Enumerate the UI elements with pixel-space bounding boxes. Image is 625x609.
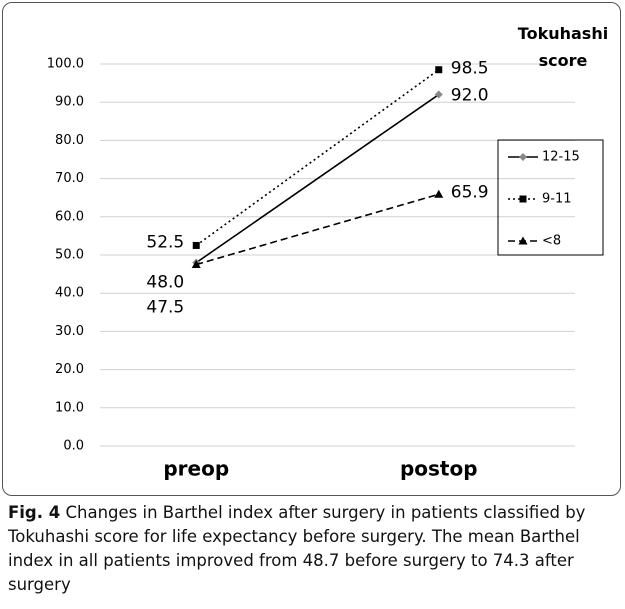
y-tick-label: 70.0 xyxy=(55,171,84,186)
y-tick-label: 90.0 xyxy=(55,95,84,110)
caption-label: Fig. 4 xyxy=(8,503,61,522)
value-label: 65.9 xyxy=(451,182,489,202)
data-point xyxy=(192,241,200,249)
data-point xyxy=(434,189,444,198)
value-label: 52.5 xyxy=(146,232,184,252)
y-tick-label: 40.0 xyxy=(55,286,84,301)
y-tick-label: 10.0 xyxy=(55,400,84,415)
series-line xyxy=(195,93,440,264)
caption-text: Changes in Barthel index after surgery i… xyxy=(8,503,586,594)
value-label: 48.0 xyxy=(146,273,184,293)
legend-label: <8 xyxy=(542,234,561,249)
data-point xyxy=(435,66,443,74)
legend-box xyxy=(497,139,604,256)
value-label: 92.0 xyxy=(451,86,489,106)
chart-frame xyxy=(2,2,621,496)
x-tick-label: postop xyxy=(400,457,478,481)
y-tick-label: 100.0 xyxy=(47,57,84,72)
y-tick-label: 30.0 xyxy=(55,324,84,339)
legend-marker xyxy=(519,153,527,161)
y-tick-label: 0.0 xyxy=(63,439,84,454)
series-line xyxy=(196,193,439,266)
value-label: 47.5 xyxy=(146,298,184,318)
legend-marker xyxy=(519,195,527,203)
x-tick-label: preop xyxy=(163,457,229,481)
y-tick-label: 60.0 xyxy=(55,209,84,224)
chart: 0.0 10.0 20.0 30.0 40.0 50.0 60.0 70.0 80.0 90.0 1… xyxy=(47,57,604,481)
data-point xyxy=(191,260,201,269)
y-tick-label: 80.0 xyxy=(55,133,84,148)
caption: Fig. 4 Changes in Barthel index after su… xyxy=(8,501,618,597)
legend-title: Tokuhashi score xyxy=(517,24,609,70)
legend-marker xyxy=(518,236,528,245)
legend-label: 9-11 xyxy=(542,192,572,207)
y-tick-label: 50.0 xyxy=(55,248,84,263)
series-line xyxy=(195,69,440,247)
data-point xyxy=(434,90,443,99)
legend-label: 12-15 xyxy=(542,150,580,165)
y-tick-label: 20.0 xyxy=(55,362,84,377)
value-label: 98.5 xyxy=(451,59,489,79)
